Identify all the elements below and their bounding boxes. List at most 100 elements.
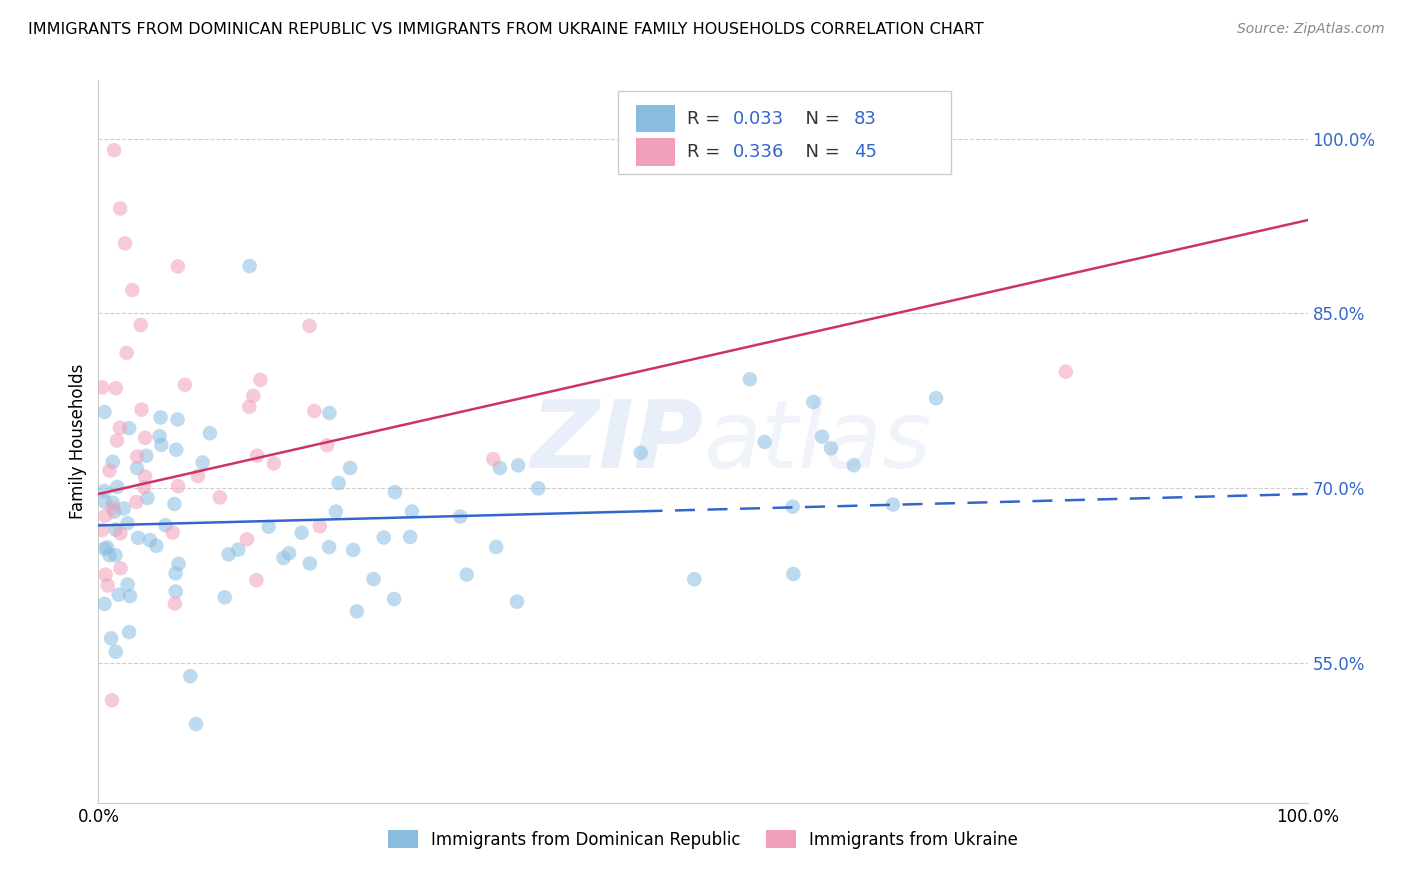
Point <box>98 548 121 562</box>
Point <box>257 520 280 534</box>
Point <box>811 430 834 444</box>
Point <box>139 533 162 548</box>
Point <box>754 434 776 449</box>
Text: 0.033: 0.033 <box>734 110 785 128</box>
Point <box>91 380 114 394</box>
Point <box>93 541 115 556</box>
Point <box>191 455 214 469</box>
Point <box>118 421 141 435</box>
Point <box>107 588 129 602</box>
Point <box>110 526 132 541</box>
FancyBboxPatch shape <box>619 91 950 174</box>
Point <box>145 539 167 553</box>
Point <box>485 540 508 554</box>
Point <box>104 645 127 659</box>
Text: Source: ZipAtlas.com: Source: ZipAtlas.com <box>1237 22 1385 37</box>
Point <box>363 572 385 586</box>
Point <box>127 531 149 545</box>
Point <box>101 495 124 509</box>
Point <box>125 461 148 475</box>
Point <box>683 572 706 586</box>
Point <box>166 412 188 426</box>
Point <box>93 494 115 508</box>
Point <box>117 516 139 531</box>
Point <box>925 391 948 405</box>
Point <box>298 557 321 571</box>
Point <box>129 318 152 332</box>
Point <box>242 389 264 403</box>
Point <box>94 567 117 582</box>
Point <box>342 542 364 557</box>
Point <box>318 540 340 554</box>
Point <box>842 458 865 472</box>
Point <box>163 497 186 511</box>
Point <box>166 260 188 274</box>
Point <box>104 548 127 562</box>
Point <box>304 404 326 418</box>
Point <box>328 475 350 490</box>
Point <box>179 669 201 683</box>
Point <box>165 442 187 457</box>
Point <box>118 625 141 640</box>
Point <box>249 373 271 387</box>
Point <box>135 449 157 463</box>
Point <box>134 431 156 445</box>
Y-axis label: Family Households: Family Households <box>69 364 87 519</box>
Point <box>167 557 190 571</box>
FancyBboxPatch shape <box>637 104 675 132</box>
Point <box>96 541 118 555</box>
Point <box>112 501 135 516</box>
Point <box>373 531 395 545</box>
Point <box>93 483 115 498</box>
Point <box>782 500 804 514</box>
Text: 83: 83 <box>855 110 877 128</box>
Point <box>97 578 120 592</box>
Point <box>236 533 259 547</box>
Point <box>738 372 761 386</box>
Point <box>246 449 269 463</box>
Point <box>134 469 156 483</box>
Point <box>298 318 321 333</box>
Point <box>103 505 125 519</box>
Point <box>1054 365 1077 379</box>
Point <box>98 464 121 478</box>
Point <box>273 551 295 566</box>
Point <box>105 480 128 494</box>
Point <box>226 542 249 557</box>
Point <box>482 452 505 467</box>
Text: 0.336: 0.336 <box>734 143 785 161</box>
Point <box>163 597 186 611</box>
Text: N =: N = <box>793 110 845 128</box>
Point <box>117 577 139 591</box>
Point <box>382 592 405 607</box>
Point <box>184 717 207 731</box>
Point <box>118 589 141 603</box>
Point <box>384 485 406 500</box>
Point <box>245 573 267 587</box>
Point <box>91 523 114 537</box>
Point <box>155 518 177 533</box>
Point <box>165 566 187 581</box>
Point <box>346 604 368 618</box>
Point <box>93 405 115 419</box>
Text: ZIP: ZIP <box>530 395 703 488</box>
Point <box>325 504 347 518</box>
Point <box>401 504 423 518</box>
Text: N =: N = <box>793 143 845 161</box>
Point <box>238 400 260 414</box>
Point <box>115 346 138 360</box>
Point <box>93 597 115 611</box>
Point <box>132 480 155 494</box>
Text: atlas: atlas <box>703 396 931 487</box>
Point <box>339 461 361 475</box>
Point <box>318 406 340 420</box>
Point <box>127 450 149 464</box>
Point <box>308 519 330 533</box>
Point <box>506 594 529 608</box>
Point <box>208 491 231 505</box>
Point <box>316 438 339 452</box>
Point <box>101 500 124 515</box>
Point <box>456 567 478 582</box>
Point <box>105 434 128 448</box>
Point <box>136 491 159 505</box>
